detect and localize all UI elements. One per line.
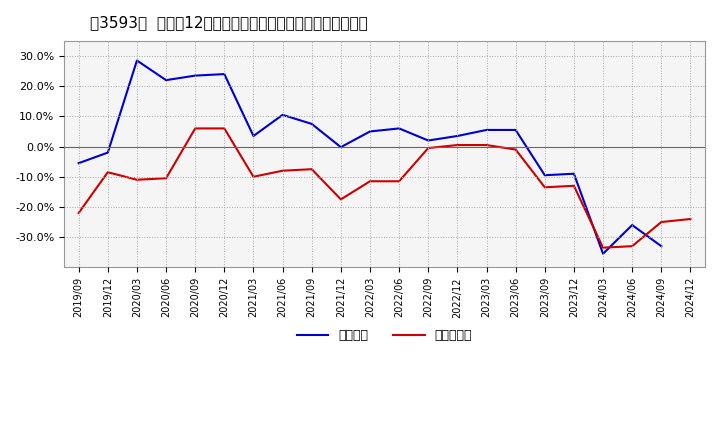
当期純利益	[278, 168, 287, 173]
当期純利益	[395, 179, 403, 184]
当期純利益	[336, 197, 345, 202]
経常利益	[220, 71, 229, 77]
Legend: 経常利益, 当期純利益: 経常利益, 当期純利益	[292, 324, 477, 347]
経常利益	[249, 133, 258, 139]
Text: ［3593］  利益の12か月移動合計の対前年同期増減率の推移: ［3593］ 利益の12か月移動合計の対前年同期増減率の推移	[90, 15, 367, 30]
当期純利益	[104, 169, 112, 175]
経常利益	[336, 144, 345, 150]
当期純利益	[307, 167, 316, 172]
経常利益	[628, 222, 636, 227]
経常利益	[74, 161, 83, 166]
当期純利益	[570, 183, 578, 188]
経常利益	[599, 251, 608, 257]
経常利益	[162, 77, 171, 83]
Line: 経常利益: 経常利益	[78, 61, 661, 254]
経常利益	[278, 112, 287, 117]
経常利益	[191, 73, 199, 78]
当期純利益	[132, 177, 141, 183]
当期純利益	[599, 245, 608, 250]
当期純利益	[628, 243, 636, 249]
経常利益	[307, 121, 316, 127]
当期純利益	[424, 145, 433, 150]
当期純利益	[249, 174, 258, 180]
経常利益	[511, 127, 520, 132]
Line: 当期純利益: 当期純利益	[78, 128, 690, 248]
当期純利益	[541, 185, 549, 190]
経常利益	[541, 172, 549, 178]
当期純利益	[482, 143, 491, 148]
当期純利益	[191, 126, 199, 131]
経常利益	[366, 129, 374, 134]
経常利益	[104, 150, 112, 155]
経常利益	[424, 138, 433, 143]
当期純利益	[74, 210, 83, 216]
当期純利益	[686, 216, 695, 222]
当期純利益	[162, 176, 171, 181]
当期純利益	[511, 147, 520, 152]
経常利益	[395, 126, 403, 131]
当期純利益	[657, 220, 665, 225]
経常利益	[453, 133, 462, 139]
経常利益	[657, 243, 665, 249]
当期純利益	[453, 143, 462, 148]
当期純利益	[366, 179, 374, 184]
経常利益	[482, 127, 491, 132]
当期純利益	[220, 126, 229, 131]
経常利益	[570, 171, 578, 176]
経常利益	[132, 58, 141, 63]
